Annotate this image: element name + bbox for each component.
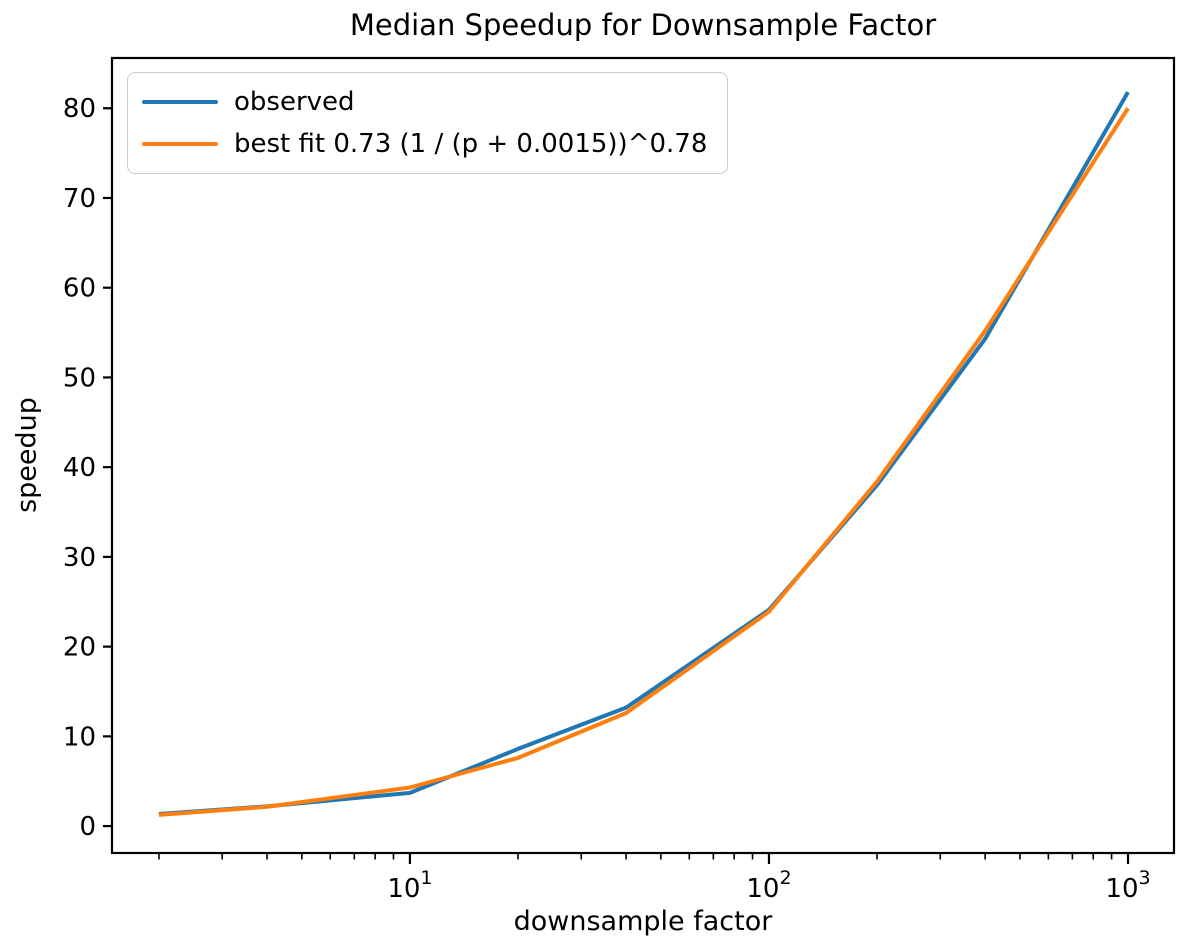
x-tick-label: 101 [387,867,432,904]
y-tick-label: 60 [63,274,96,304]
observed-line-swatch [142,99,218,105]
y-tick-label: 10 [63,722,96,752]
x-tick-label: 102 [746,867,791,904]
x-axis-ticks: 101 102 103 [158,853,1151,904]
y-tick-label: 0 [79,812,96,842]
legend-label-best-fit: best fit 0.73 (1 / (p + 0.0015))^0.78 [234,129,708,159]
best-fit-line-swatch [142,141,218,147]
y-tick-label: 70 [63,184,96,214]
y-axis-label: speedup [11,397,43,513]
y-tick-label: 50 [63,363,96,393]
x-axis-label: downsample factor [513,906,773,937]
y-tick-label: 20 [63,633,96,663]
legend-label-observed: observed [234,87,355,117]
y-tick-label: 40 [63,453,96,483]
y-tick-label: 30 [63,543,96,573]
legend-item-observed: observed [142,87,707,117]
observed-line [158,91,1130,816]
data-series [158,91,1130,817]
legend: observed best fit 0.73 (1 / (p + 0.0015)… [127,72,729,174]
legend-item-best-fit: best fit 0.73 (1 / (p + 0.0015))^0.78 [142,129,707,159]
y-axis-ticks: 0 10 20 30 40 50 60 70 80 [63,94,112,842]
plot-spines [110,56,1176,855]
x-tick-label: 103 [1105,867,1150,904]
best_fit-line [158,107,1130,817]
chart-title: Median Speedup for Downsample Factor [349,8,937,42]
axes [110,56,1176,855]
y-tick-label: 80 [63,94,96,124]
